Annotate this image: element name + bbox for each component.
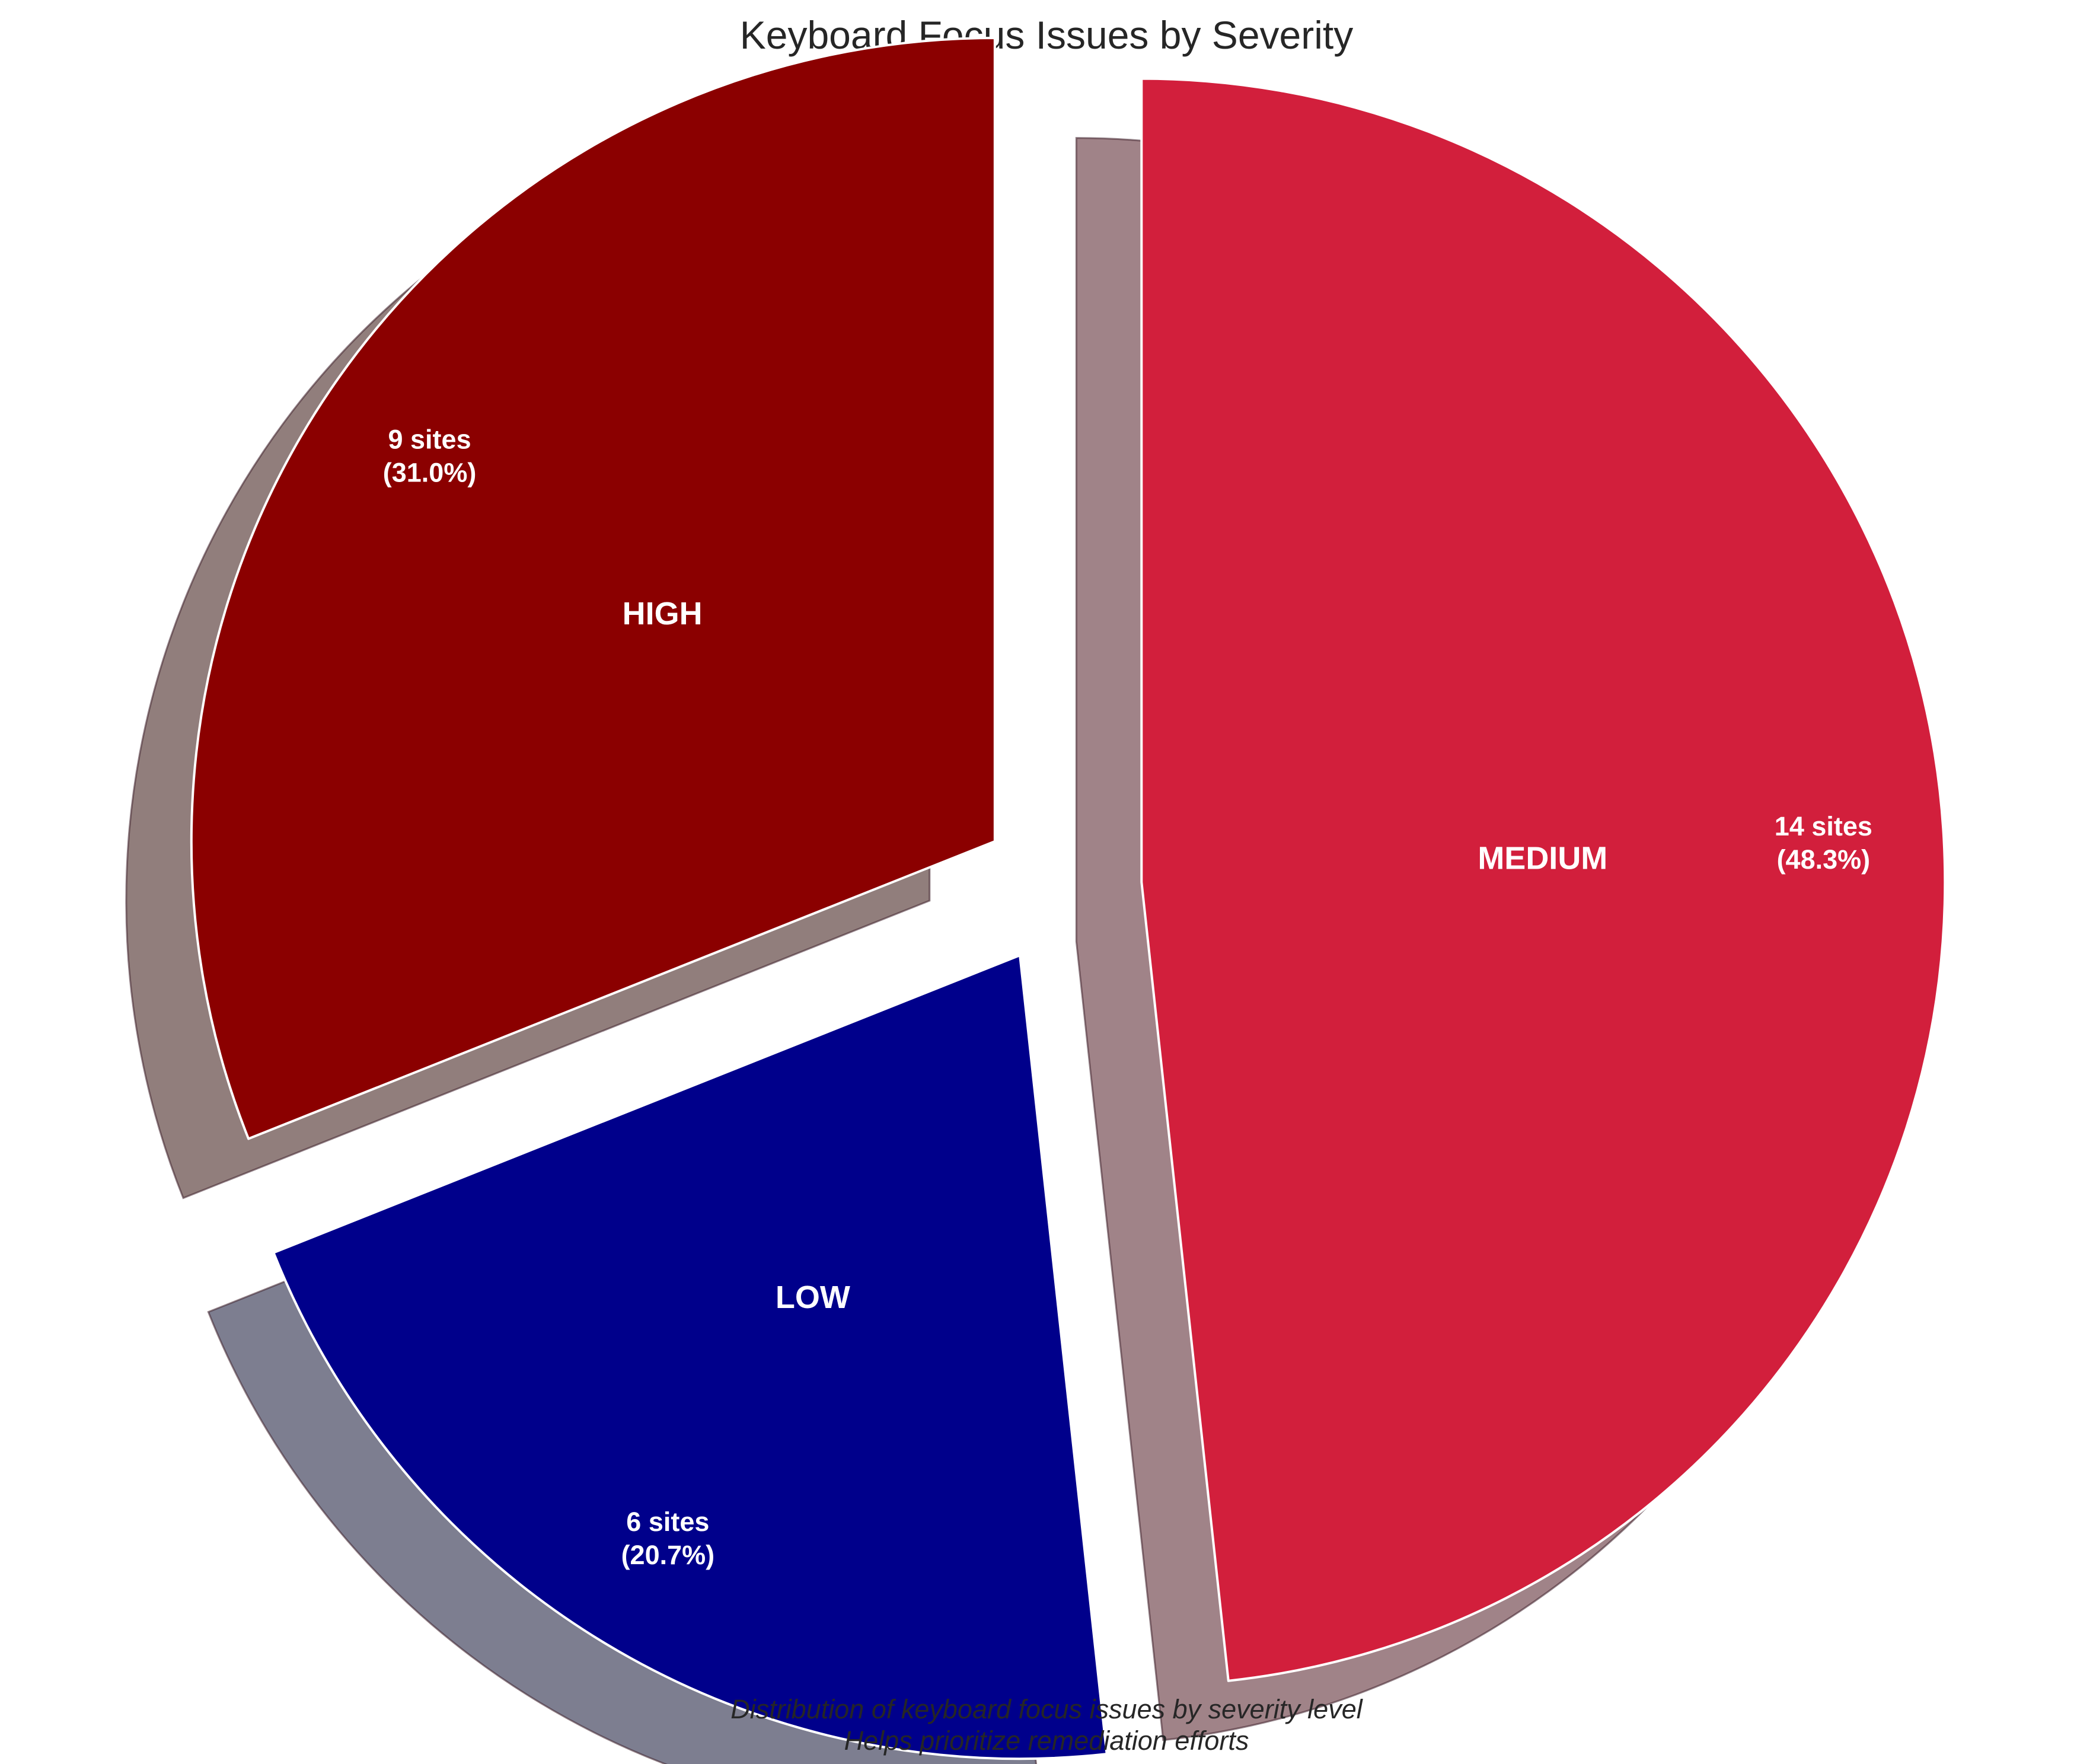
category-label-high: HIGH xyxy=(623,596,703,631)
pie-slices xyxy=(190,36,1947,1760)
percent-label-low: (20.7%) xyxy=(621,1540,715,1570)
percent-label-high: (31.0%) xyxy=(383,458,477,488)
slice-labels: HIGH 9 sites(31.0%) LOW 6 sites(20.7%) MEDIU… xyxy=(383,425,1872,1570)
slice-high xyxy=(190,36,996,1140)
caption-line-2: Helps prioritize remediation efforts xyxy=(844,1725,1249,1756)
category-label-medium: MEDIUM xyxy=(1478,840,1607,876)
slice-medium xyxy=(1140,77,1947,1682)
value-label-medium: 14 sites xyxy=(1775,811,1872,841)
percent-label-medium: (48.3%) xyxy=(1777,844,1871,875)
value-label-high: 9 sites xyxy=(388,425,471,455)
caption-line-1: Distribution of keyboard focus issues by… xyxy=(730,1694,1363,1724)
chart-caption: Distribution of keyboard focus issues by… xyxy=(730,1694,1363,1756)
chart-title: Keyboard Focus Issues by Severity xyxy=(740,13,1353,57)
category-label-low: LOW xyxy=(776,1280,850,1315)
value-label-low: 6 sites xyxy=(626,1507,709,1537)
slice-low xyxy=(272,954,1108,1760)
